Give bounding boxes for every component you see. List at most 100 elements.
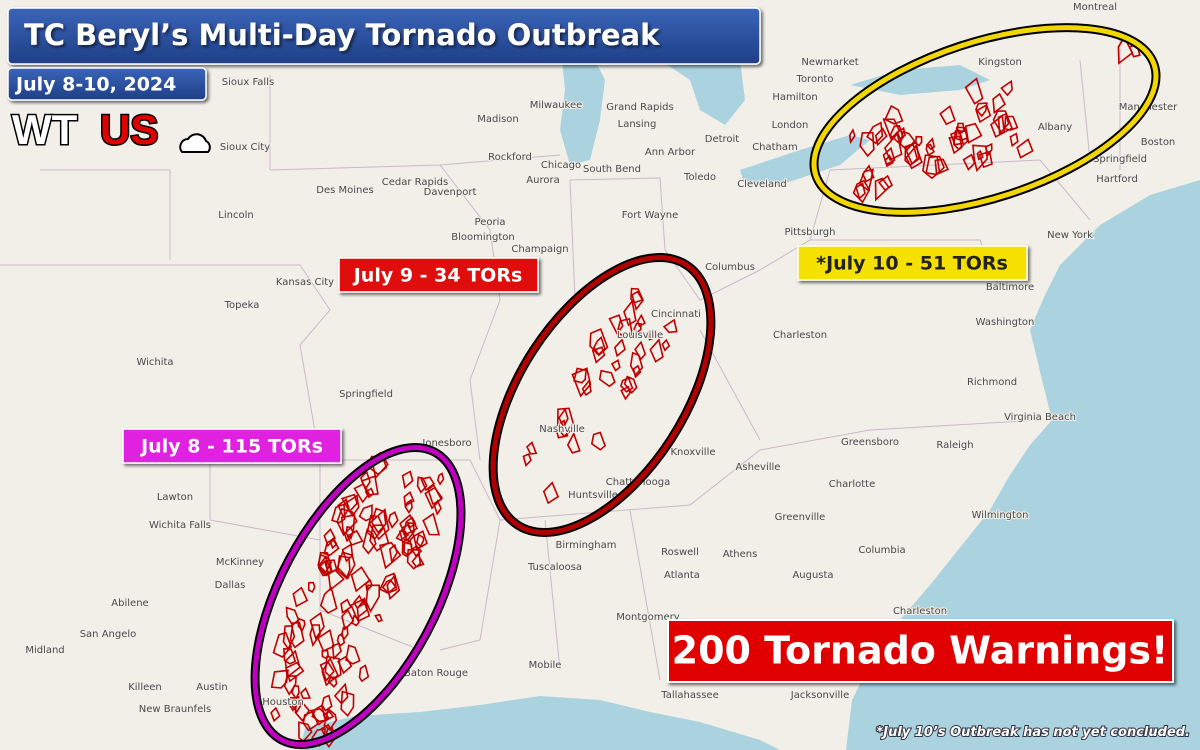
tornado-warnings [270,35,1141,749]
title: TC Beryl’s Multi-Day Tornado Outbreak [24,18,660,52]
tornado-polygon [422,512,441,536]
tornado-polygon [388,543,398,564]
place-label: Atlanta [664,570,700,581]
place-label: Baltimore [986,282,1034,293]
tornado-polygon [1016,138,1034,159]
tornado-polygon [573,367,587,384]
tornado-polygon [858,168,875,192]
tornado-polygon [285,661,305,683]
tornado-polygon [319,586,338,614]
tornado-polygon [369,524,390,552]
tornado-polygon [358,664,370,683]
tornado-polygon [964,77,984,105]
tornado-polygon [322,710,335,722]
tornado-polygon [411,553,425,568]
july8-outline [252,444,464,748]
tornado-polygon [882,118,901,141]
outbreak-outlines [250,23,1161,750]
place-label: Chatham [752,142,798,153]
tornado-polygon [368,508,390,541]
tornado-polygon [323,528,336,548]
tornado-polygon [386,573,401,601]
place-label: Chicago [541,160,581,171]
tornado-polygon [317,628,335,652]
tornado-polygon [337,498,350,519]
place-label: Asheville [736,462,781,473]
tornado-polygon [630,287,644,304]
tornado-polygon [340,598,352,614]
tornado-polygon [522,453,532,467]
place-label: Lansing [618,119,657,130]
place-label: Montreal [1073,2,1117,13]
place-label: Louisville [617,330,663,341]
place-label: Sioux Falls [222,77,274,88]
tornado-polygon [379,541,402,570]
place-label: Wichita Falls [149,520,211,531]
place-label: Cincinnati [651,309,701,320]
tornado-polygon [526,441,538,455]
tornado-polygon [336,632,346,647]
place-label: McKinney [216,557,264,568]
place-label: Wichita [136,357,173,368]
tornado-polygon [340,690,355,718]
tornado-polygon [436,472,445,486]
tornado-polygon [629,351,644,377]
tornado-polygon [325,559,338,575]
place-label: Columbia [858,545,905,556]
place-label: Topeka [224,300,260,311]
tornado-polygon [925,137,936,151]
tornado-polygon [336,551,356,580]
tornado-polygon [404,498,413,514]
tornado-polygon [337,655,353,675]
tornado-polygon [962,153,976,171]
place-label: Birmingham [556,540,617,551]
place-label: Hartford [1096,174,1138,185]
title-box [7,7,761,65]
tornado-polygon [632,364,642,379]
place-label: Greensboro [841,437,899,448]
place-label: Rockford [488,152,532,163]
place-label: Kingston [978,57,1022,68]
tornado-polygon [302,710,319,732]
place-label: Springfield [339,389,393,400]
tornado-polygon [631,290,644,311]
place-label: Columbus [705,262,755,273]
tornado-polygon [336,507,358,537]
place-label: Madison [477,114,519,125]
tornado-polygon [416,476,428,494]
date-box [7,67,207,101]
place-label: Mobile [529,660,562,671]
place-label: Abilene [111,598,148,609]
tornado-polygon [290,695,302,714]
tornado-polygon [401,470,414,490]
tornado-polygon [636,313,646,328]
tornado-polygon [402,521,415,542]
tornado-polygon [395,523,415,545]
place-label: Cedar Rapids [382,177,448,188]
tornado-polygon [598,369,616,388]
place-label: Cleveland [737,179,787,190]
tornado-polygon [992,92,1007,115]
place-label: Lawton [157,492,193,503]
place-label: Tallahassee [660,690,718,701]
place-label: Knoxville [670,447,715,458]
place-label: Milwaukee [530,100,583,111]
tornado-polygon [874,127,888,147]
place-label: Tuscaloosa [527,562,582,573]
tornado-polygon [399,513,419,536]
place-label: Grand Rapids [606,102,673,113]
tornado-polygon [949,129,964,146]
place-label: Ann Arbor [645,147,696,158]
place-label: Pittsburgh [785,227,836,238]
tornado-polygon [620,385,631,401]
tornado-polygon [362,528,377,555]
headline: 200 Tornado Warnings! [672,629,1169,673]
tornado-polygon [283,647,297,665]
tornado-polygon [592,335,606,356]
tornado-polygon [889,125,905,144]
state-borders [0,40,1121,681]
place-label: Charleston [893,606,947,617]
tornado-polygon [365,584,381,614]
tornado-polygon [309,624,321,648]
place-label: South Bend [583,164,641,175]
